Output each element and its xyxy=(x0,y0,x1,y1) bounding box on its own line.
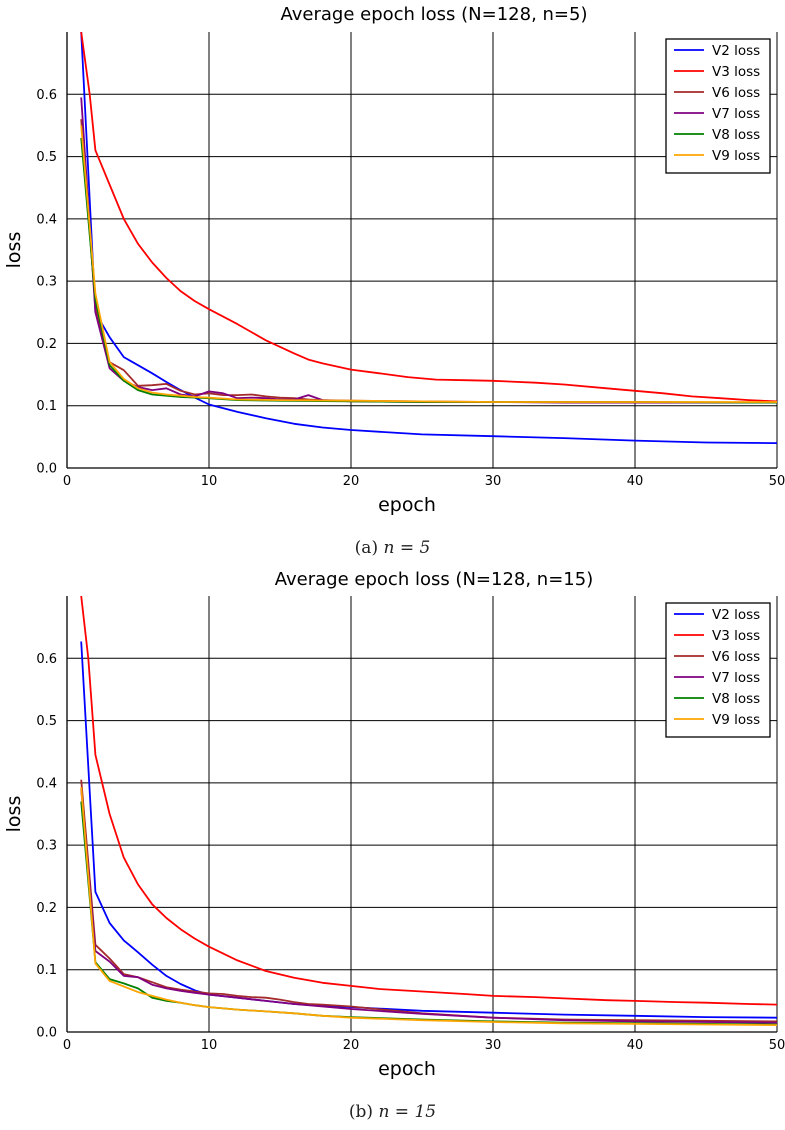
chart-b: Average epoch loss (N=128, n=15) 0 10 20 30 4… xyxy=(3,569,785,1080)
legend-label: V2 loss xyxy=(712,43,760,59)
x-tick-label: 40 xyxy=(627,474,644,489)
y-tick-label: 0.0 xyxy=(36,1026,57,1041)
y-tick-label: 0.6 xyxy=(36,88,57,103)
caption-b-math: n = 15 xyxy=(378,1102,437,1122)
y-tick-label: 0.4 xyxy=(36,776,57,791)
x-tick-label: 20 xyxy=(343,474,360,489)
x-tick-label: 40 xyxy=(627,1038,644,1053)
legend-label: V2 loss xyxy=(712,607,760,623)
series-group xyxy=(80,32,777,444)
series-line-v2-loss xyxy=(80,32,777,444)
y-tick-label: 0.1 xyxy=(36,399,57,414)
series-line-v7-loss xyxy=(80,789,777,1024)
x-tick-label: 20 xyxy=(343,1038,360,1053)
legend-label: V6 loss xyxy=(712,649,760,665)
y-tick-label: 0.1 xyxy=(36,963,57,978)
legend-label: V3 loss xyxy=(712,628,760,644)
caption-a-prefix: (a) xyxy=(354,538,379,558)
x-axis-label: epoch xyxy=(378,494,436,516)
x-axis-label: epoch xyxy=(378,1058,436,1080)
y-tick-label: 0.6 xyxy=(36,652,57,667)
y-tick-label: 0.2 xyxy=(36,337,57,352)
y-tick-label: 0.3 xyxy=(36,839,57,854)
x-tick-label: 0 xyxy=(63,474,71,489)
legend-label: V8 loss xyxy=(712,691,760,707)
x-tick-label: 10 xyxy=(201,474,218,489)
caption-b: (b) n = 15 xyxy=(0,1102,785,1122)
legend-label: V9 loss xyxy=(712,712,760,728)
series-line-v9-loss xyxy=(80,125,777,403)
x-tick-label: 30 xyxy=(485,474,502,489)
legend-box xyxy=(665,602,771,738)
caption-a-math: n = 5 xyxy=(383,538,431,558)
x-tick-label: 10 xyxy=(201,1038,218,1053)
legend-label: V9 loss xyxy=(712,148,760,164)
legend-label: V7 loss xyxy=(712,106,760,122)
y-axis-label: loss xyxy=(3,232,25,269)
series-line-v8-loss xyxy=(80,137,777,404)
legend: V2 loss V3 loss V6 loss V7 loss V8 loss V9 lo… xyxy=(665,602,771,738)
caption-b-prefix: (b) xyxy=(348,1102,374,1122)
caption-a: (a) n = 5 xyxy=(0,538,785,558)
series-line-v3-loss xyxy=(80,32,777,403)
series-line-v3-loss xyxy=(80,596,777,1006)
chart-a: Average epoch loss (N=128, n=5) 0 10 20 30 40… xyxy=(3,4,785,516)
x-tick-label: 50 xyxy=(769,474,785,489)
series-line-v6-loss xyxy=(80,779,777,1023)
series-group xyxy=(80,596,777,1026)
y-tick-label: 0.2 xyxy=(36,901,57,916)
y-tick-label: 0.0 xyxy=(36,462,57,477)
y-tick-label: 0.5 xyxy=(36,714,57,729)
y-axis-label: loss xyxy=(3,796,25,833)
x-tick-label: 0 xyxy=(63,1038,71,1053)
legend-label: V6 loss xyxy=(712,85,760,101)
y-tick-label: 0.4 xyxy=(36,212,57,227)
legend-label: V7 loss xyxy=(712,670,760,686)
legend-box xyxy=(665,38,771,174)
legend: V2 loss V3 loss V6 loss V7 loss V8 loss V9 lo… xyxy=(665,38,771,174)
y-tick-label: 0.3 xyxy=(36,275,57,290)
legend-label: V3 loss xyxy=(712,64,760,80)
y-tick-label: 0.5 xyxy=(36,150,57,165)
x-tick-label: 50 xyxy=(769,1038,785,1053)
series-line-v9-loss xyxy=(80,787,777,1026)
chart-title: Average epoch loss (N=128, n=5) xyxy=(280,4,587,25)
x-tick-label: 30 xyxy=(485,1038,502,1053)
legend-label: V8 loss xyxy=(712,127,760,143)
chart-title: Average epoch loss (N=128, n=15) xyxy=(275,569,593,590)
